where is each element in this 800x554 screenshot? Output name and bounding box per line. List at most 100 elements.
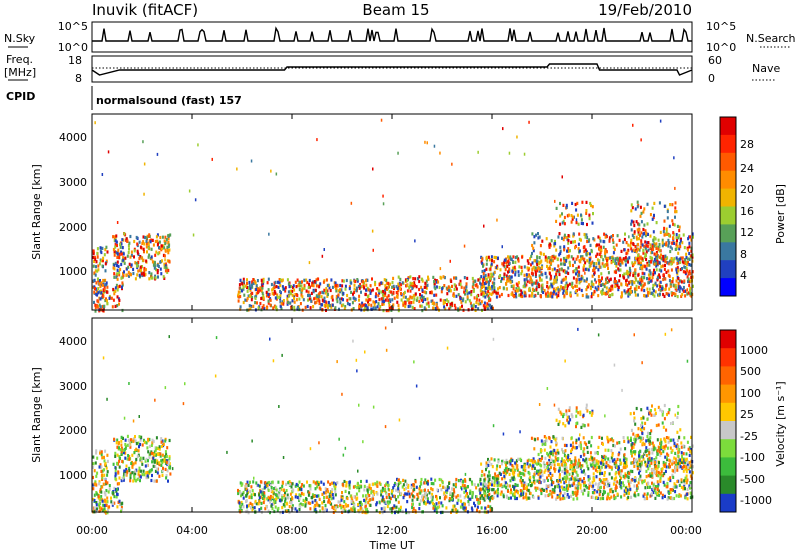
- range-cell: [96, 507, 98, 511]
- range-cell: [415, 285, 418, 289]
- range-cell: [376, 305, 379, 309]
- range-cell: [523, 152, 526, 156]
- range-cell: [653, 258, 656, 262]
- range-cell: [404, 278, 407, 282]
- range-cell: [392, 486, 395, 490]
- range-cell: [660, 253, 662, 257]
- range-cell: [385, 500, 388, 505]
- range-cell: [638, 237, 640, 241]
- range-cell: [316, 485, 319, 489]
- range-cell: [553, 469, 556, 473]
- range-cell: [635, 463, 638, 467]
- range-cell: [570, 255, 573, 259]
- range-cell: [510, 284, 513, 288]
- range-cell: [488, 459, 491, 464]
- range-cell: [588, 476, 591, 480]
- range-cell: [152, 452, 155, 456]
- range-cell: [642, 457, 645, 461]
- range-cell: [471, 491, 474, 495]
- range-cell: [431, 492, 434, 496]
- range-cell: [335, 294, 338, 299]
- range-cell: [251, 285, 254, 289]
- range-cell: [629, 280, 632, 284]
- range-cell: [487, 485, 490, 489]
- range-cell: [571, 217, 574, 221]
- range-cell: [644, 234, 647, 238]
- range-cell: [684, 294, 687, 298]
- range-cell: [508, 267, 511, 271]
- range-cell: [422, 295, 425, 299]
- range-cell: [648, 263, 651, 267]
- range-cell: [644, 294, 647, 298]
- range-cell: [269, 494, 272, 499]
- range-cell: [618, 258, 621, 263]
- range-cell: [571, 477, 574, 481]
- range-cell: [585, 233, 588, 237]
- range-cell: [595, 459, 598, 463]
- range-cell: [115, 234, 118, 238]
- range-cell: [548, 260, 551, 264]
- range-cell: [100, 250, 103, 255]
- range-cell: [519, 457, 522, 461]
- range-cell: [149, 469, 152, 473]
- range-cell: [685, 465, 688, 469]
- range-cell: [562, 203, 565, 207]
- range-cell: [676, 244, 679, 248]
- range-cell: [559, 245, 562, 249]
- range-cell: [158, 445, 161, 449]
- colorbar-swatch: [720, 152, 736, 172]
- range-cell: [486, 487, 489, 491]
- range-cell: [532, 249, 535, 253]
- colorbar-swatch: [720, 188, 736, 207]
- range-cell: [114, 472, 117, 476]
- range-cell: [611, 238, 614, 242]
- range-cell: [262, 304, 265, 308]
- range-cell: [633, 223, 636, 228]
- range-cell: [364, 501, 367, 505]
- range-cell: [605, 250, 608, 254]
- range-cell: [533, 235, 536, 239]
- range-cell: [607, 495, 610, 499]
- range-cell: [629, 270, 632, 274]
- range-cell: [123, 472, 126, 476]
- range-cell: [101, 304, 104, 309]
- range-cell: [401, 281, 404, 285]
- range-cell: [112, 462, 115, 466]
- range-cell: [334, 504, 336, 508]
- range-cell: [562, 278, 565, 282]
- range-cell: [691, 275, 694, 279]
- range-cell: [440, 488, 443, 492]
- range-cell: [324, 487, 327, 491]
- power-cbar-20: 20: [740, 183, 754, 196]
- range-cell: [95, 265, 97, 269]
- range-cell: [161, 473, 164, 477]
- range-cell: [310, 283, 313, 287]
- range-cell: [398, 507, 400, 511]
- range-cell: [631, 469, 634, 474]
- range-cell: [665, 242, 667, 246]
- range-cell: [241, 492, 244, 496]
- range-cell: [679, 267, 682, 272]
- range-cell: [116, 461, 119, 465]
- range-cell: [119, 267, 122, 272]
- range-cell: [168, 455, 171, 459]
- range-cell: [589, 243, 592, 247]
- range-cell: [565, 270, 568, 275]
- range-cell: [391, 298, 394, 302]
- range-cell: [603, 291, 605, 295]
- range-cell: [641, 279, 644, 283]
- range-cell: [652, 283, 655, 287]
- range-cell: [284, 286, 287, 290]
- range-cell: [572, 482, 575, 486]
- range-cell: [94, 306, 97, 310]
- range-cell: [430, 495, 433, 499]
- range-cell: [414, 509, 417, 513]
- range-cell: [555, 206, 558, 210]
- range-cell: [285, 509, 288, 513]
- range-cell: [536, 479, 539, 483]
- range-cell: [617, 262, 620, 266]
- range-cell: [154, 464, 157, 469]
- range-cell: [148, 277, 151, 281]
- range-cell: [592, 263, 595, 267]
- range-cell: [559, 214, 562, 218]
